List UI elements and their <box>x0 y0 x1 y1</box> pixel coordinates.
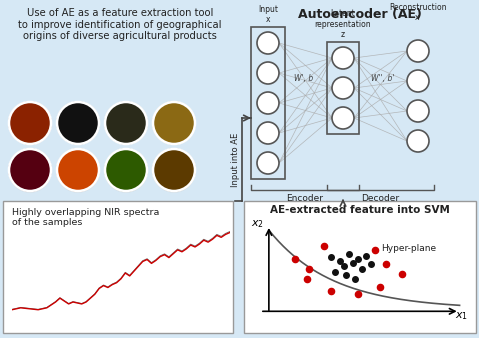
Point <box>352 276 359 282</box>
Circle shape <box>257 32 279 54</box>
Circle shape <box>105 102 147 144</box>
Text: W'', b': W'', b' <box>371 73 394 82</box>
Circle shape <box>105 149 147 191</box>
Circle shape <box>332 107 354 129</box>
Circle shape <box>257 92 279 114</box>
Point <box>367 261 375 266</box>
Text: Input
x: Input x <box>258 5 278 24</box>
Circle shape <box>9 102 51 144</box>
Text: AE-extracted feature into SVM: AE-extracted feature into SVM <box>270 205 450 215</box>
Text: Input into AE: Input into AE <box>231 133 240 187</box>
Point <box>376 284 384 290</box>
Circle shape <box>105 150 147 192</box>
Point <box>336 258 343 263</box>
Text: Latent
representation
z: Latent representation z <box>315 9 371 39</box>
Circle shape <box>407 130 429 152</box>
Point <box>398 271 406 276</box>
Circle shape <box>332 47 354 69</box>
Point <box>345 251 353 256</box>
Circle shape <box>407 70 429 92</box>
Point <box>372 248 379 253</box>
Circle shape <box>153 149 195 191</box>
Text: W', b: W', b <box>294 73 313 82</box>
Circle shape <box>407 100 429 122</box>
Text: Hyper-plane: Hyper-plane <box>381 244 436 253</box>
Point <box>349 260 357 265</box>
FancyBboxPatch shape <box>244 201 476 333</box>
Point <box>342 272 350 277</box>
Text: $x_2$: $x_2$ <box>251 218 264 230</box>
Circle shape <box>257 122 279 144</box>
Circle shape <box>9 149 51 191</box>
Circle shape <box>57 149 99 191</box>
Circle shape <box>9 150 51 192</box>
Point <box>341 263 348 268</box>
Circle shape <box>257 62 279 84</box>
Circle shape <box>407 40 429 62</box>
Circle shape <box>332 77 354 99</box>
Point <box>320 244 328 249</box>
Text: Reconstruction
x': Reconstruction x' <box>389 3 447 22</box>
FancyBboxPatch shape <box>3 201 233 333</box>
Point <box>327 288 335 294</box>
Text: Use of AE as a feature extraction tool
to improve identification of geographical: Use of AE as a feature extraction tool t… <box>18 8 222 41</box>
Point <box>354 256 361 261</box>
Circle shape <box>153 150 195 192</box>
Point <box>354 291 361 297</box>
Point <box>383 261 390 266</box>
Point <box>363 253 370 258</box>
Text: Autoencoder (AE): Autoencoder (AE) <box>298 8 422 21</box>
Circle shape <box>57 102 99 144</box>
Point <box>358 266 366 271</box>
Circle shape <box>57 150 99 192</box>
Circle shape <box>257 152 279 174</box>
Text: Decoder: Decoder <box>362 194 399 203</box>
Text: Encoder: Encoder <box>286 194 323 203</box>
Point <box>327 254 335 259</box>
Text: $x_1$: $x_1$ <box>455 311 468 322</box>
Point <box>331 269 339 274</box>
Point <box>303 276 310 282</box>
Point <box>292 256 299 261</box>
Point <box>305 266 313 271</box>
Text: Highly overlapping NIR spectra
of the samples: Highly overlapping NIR spectra of the sa… <box>12 208 160 227</box>
Circle shape <box>153 102 195 144</box>
